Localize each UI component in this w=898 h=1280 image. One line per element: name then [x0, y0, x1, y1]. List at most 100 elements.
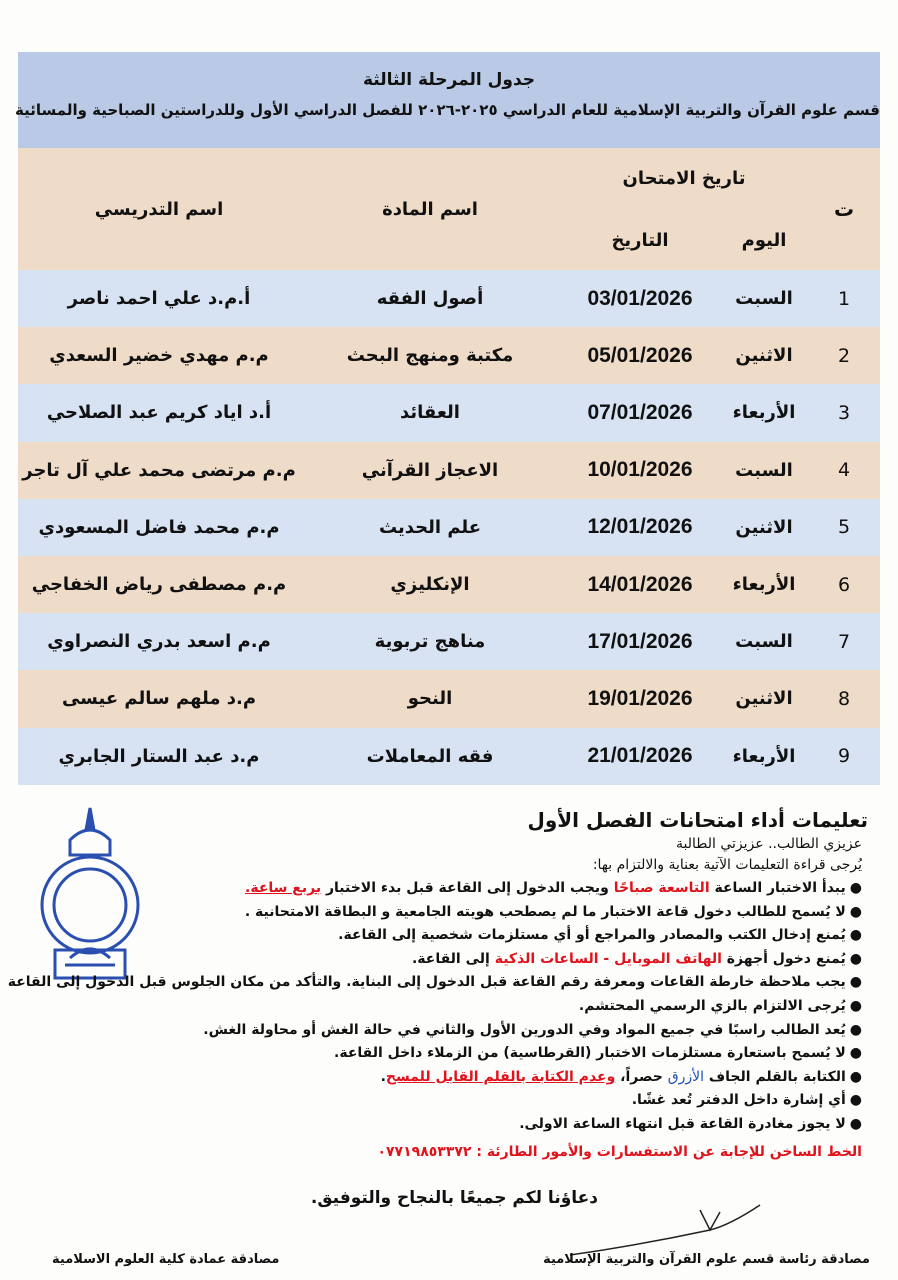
day: الاثنين: [735, 688, 793, 710]
day: الاثنين: [735, 345, 793, 367]
row-number: 6: [837, 573, 851, 596]
header-date: التاريخ: [611, 229, 669, 251]
row-band: [18, 727, 880, 785]
teacher: م.م مرتضى محمد علي آل تاجر: [22, 459, 296, 481]
header-number: ت: [833, 197, 855, 221]
subject: النحو: [407, 688, 453, 710]
teacher: م.د عبد الستار الجابري: [58, 745, 260, 767]
instruction-text: حصراً،: [615, 1068, 668, 1085]
column-header-band: [18, 148, 880, 270]
teacher: م.م مصطفى رياض الخفاجي: [31, 574, 287, 596]
day: السبت: [735, 288, 793, 310]
table-title: جدول المرحلة الثالثة: [362, 70, 536, 90]
date: 07/01/2026: [587, 400, 693, 424]
subject: فقه المعاملات: [366, 745, 494, 767]
bullet: ●: [849, 1092, 862, 1109]
instruction-text: وعدم الكتابة بالقلم القابل للمسح: [385, 1068, 616, 1085]
day: الأربعاء: [732, 402, 796, 424]
bullet: ●: [849, 1045, 862, 1062]
signature: [569, 1204, 761, 1256]
instruction-item: ●يجب ملاحظة خارطة القاعات ومعرفة رقم الق…: [8, 974, 862, 990]
bullet: ●: [849, 950, 862, 967]
instruction-item: ●يُمنع دخول أجهزة الهاتف الموبايل - السا…: [412, 951, 862, 967]
row-number: 5: [837, 516, 851, 539]
greeting: عزيزي الطالب.. عزيزتي الطالبة: [676, 836, 862, 852]
instruction-item: ●لا يُسمح باستعارة مستلزمات الاختبار (ال…: [334, 1045, 862, 1061]
row-band: [18, 498, 880, 556]
day: السبت: [735, 459, 793, 481]
date: 12/01/2026: [587, 515, 693, 539]
date: 14/01/2026: [587, 572, 693, 596]
bullet: ●: [849, 880, 862, 896]
row-number: 1: [837, 287, 851, 310]
instruction-text: الهاتف الموبايل - الساعات الذكية: [494, 950, 722, 967]
bullet: ●: [849, 1068, 862, 1085]
instruction-item: ●يُمنع إدخال الكتب والمصادر والمراجع أو …: [338, 927, 862, 943]
day: الأربعاء: [732, 745, 796, 767]
instruction-item: ●أي إشارة داخل الدفتر تُعد غشًا.: [632, 1092, 862, 1108]
header-exam-date: تاريخ الامتحان: [622, 167, 746, 189]
instruction-text: الكتابة بالقلم الجاف: [704, 1068, 846, 1085]
instruction-text: أي إشارة داخل الدفتر تُعد غشًا.: [631, 1092, 846, 1109]
instruction-item: ●يُعد الطالب راسبًا في جميع المواد وفي ا…: [203, 1022, 862, 1038]
signature-right: مصادقة رئاسة قسم علوم القرآن والتربية ال…: [543, 1252, 870, 1267]
instructions-title: تعليمات أداء امتحانات الفصل الأول: [527, 808, 869, 832]
day: السبت: [735, 631, 793, 653]
date: 17/01/2026: [587, 629, 693, 653]
instruction-text: لا يُسمح باستعارة مستلزمات الاختبار (الق…: [334, 1045, 846, 1062]
teacher: أ.م.د علي احمد ناصر: [67, 288, 251, 310]
hotline: الخط الساخن للإجابة عن الاستفسارات والأم…: [377, 1144, 862, 1160]
date: 21/01/2026: [587, 744, 693, 768]
teacher: م.م اسعد بدري النصراوي: [47, 631, 271, 653]
header-teacher: اسم التدريسي: [94, 198, 224, 220]
row-number: 8: [837, 687, 851, 710]
subject: العقائد: [400, 402, 460, 424]
instruction-item: ●لا يُسمح للطالب دخول قاعة الاختبار ما ل…: [245, 904, 862, 920]
bullet: ●: [849, 1116, 862, 1132]
instruction-text: التاسعة صباحًا: [613, 880, 710, 896]
instruction-text: يبدأ الاختبار الساعة: [709, 880, 846, 896]
instruction-item: ●الكتابة بالقلم الجاف الأزرق حصراً، وعدم…: [381, 1069, 862, 1085]
date: 03/01/2026: [587, 286, 693, 310]
closing: دعاؤنا لكم جميعًا بالنجاح والتوفيق.: [310, 1188, 598, 1208]
row-number: 4: [837, 459, 851, 482]
subject: مناهج تربوية: [374, 631, 486, 653]
date: 19/01/2026: [587, 686, 693, 710]
row-band: [18, 613, 880, 671]
header-subject: اسم المادة: [382, 198, 478, 220]
row-number: 3: [837, 401, 851, 424]
instruction-item: ●يبدأ الاختبار الساعة التاسعة صباحًا ويج…: [245, 880, 862, 896]
row-band: [18, 327, 880, 385]
row-band: [18, 270, 880, 328]
table-subtitle: قسم علوم القرآن والتربية الإسلامية للعام…: [15, 101, 880, 119]
bullet: ●: [849, 1021, 862, 1038]
row-band: [18, 441, 880, 499]
teacher: م.د ملهم سالم عيسى: [61, 688, 257, 710]
instruction-text: بربع ساعة.: [245, 880, 322, 896]
instruction-text: يُعد الطالب راسبًا في جميع المواد وفي ال…: [203, 1021, 846, 1038]
signature-left: مصادقة عمادة كلية العلوم الاسلامية: [52, 1252, 280, 1267]
row-number: 7: [837, 630, 851, 653]
header-day: اليوم: [741, 229, 787, 251]
bullet: ●: [849, 998, 862, 1014]
instruction-text: لا يُسمح للطالب دخول قاعة الاختبار ما لم…: [244, 903, 846, 920]
date: 05/01/2026: [587, 343, 693, 367]
bullet: ●: [849, 974, 862, 991]
row-band: [18, 670, 880, 728]
instruction-text: ويجب الدخول إلى القاعة قبل بدء الاختبار: [321, 880, 614, 896]
instruction-text: .: [380, 1068, 386, 1085]
subject: الاعجاز القرآني: [361, 459, 499, 481]
subject: مكتبة ومنهج البحث: [346, 345, 514, 367]
instruction-text: يُمنع إدخال الكتب والمصادر والمراجع أو أ…: [338, 927, 846, 944]
title-band: [18, 52, 880, 148]
instruction-text: إلى القاعة.: [411, 950, 495, 967]
subject: علم الحديث: [378, 516, 482, 538]
subject: الإنكليزي: [390, 574, 470, 596]
instruction-text: يجب ملاحظة خارطة القاعات ومعرفة رقم القا…: [7, 974, 846, 991]
intro: يُرجى قراءة التعليمات الآتية بعناية والا…: [592, 857, 862, 873]
row-band: [18, 384, 880, 442]
day: الأربعاء: [732, 574, 796, 596]
stamp: [40, 807, 140, 980]
instruction-text: الأزرق: [667, 1068, 705, 1085]
